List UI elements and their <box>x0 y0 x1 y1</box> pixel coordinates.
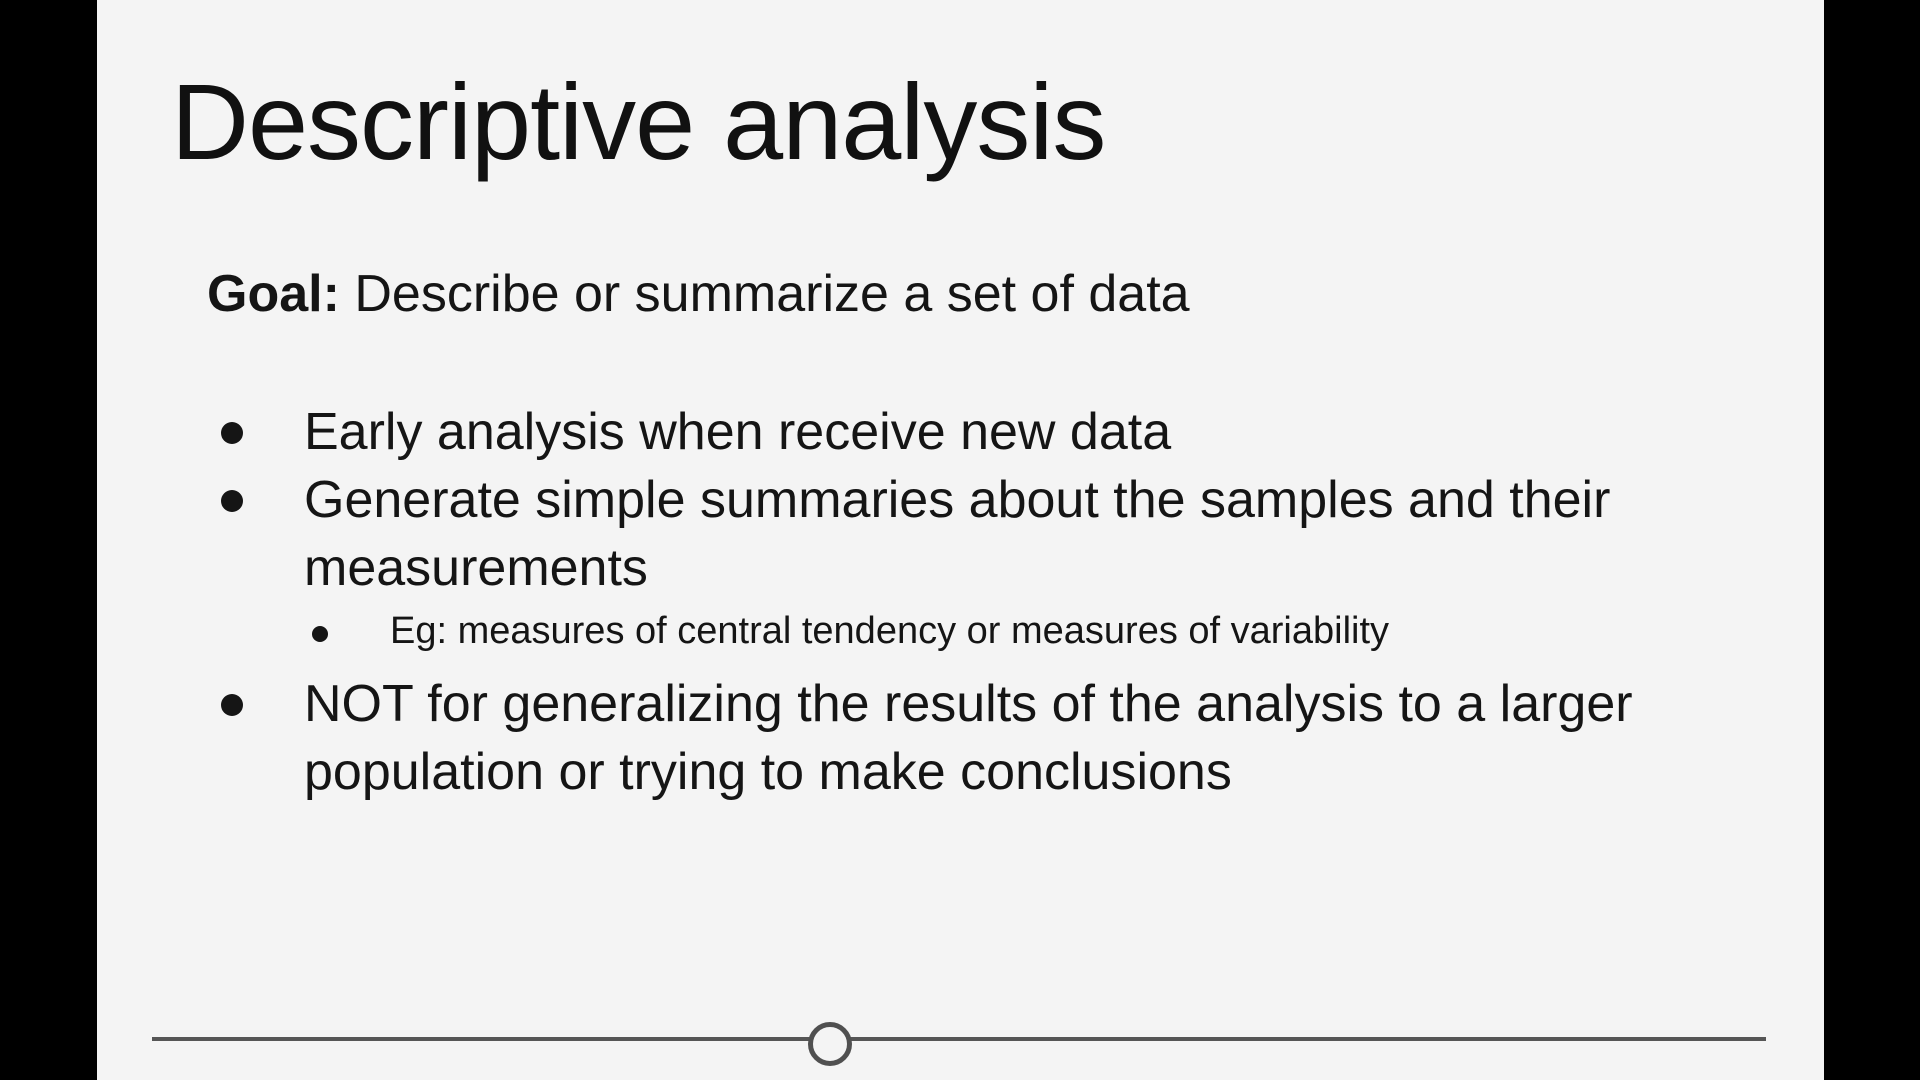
bullet-text: NOT for generalizing the results of the … <box>304 675 1633 801</box>
sub-bullet-text: Eg: measures of central tendency or meas… <box>390 610 1390 652</box>
bullet-dot-icon <box>221 694 243 716</box>
bullet-item: NOT for generalizing the results of the … <box>207 670 1727 806</box>
slide: Descriptive analysis Goal: Describe or s… <box>97 0 1824 1080</box>
sub-bullet-item: Eg: measures of central tendency or meas… <box>207 610 1727 652</box>
goal-statement: Goal: Describe or summarize a set of dat… <box>207 264 1190 324</box>
goal-text: Describe or summarize a set of data <box>339 265 1190 323</box>
bullet-list: Early analysis when receive new data Gen… <box>207 398 1727 806</box>
bullet-dot-icon <box>221 422 243 444</box>
bullet-item: Early analysis when receive new data <box>207 398 1727 466</box>
progress-track[interactable] <box>152 1037 1766 1041</box>
bullet-text: Early analysis when receive new data <box>304 403 1172 461</box>
goal-label: Goal: <box>207 265 340 323</box>
sub-bullet-dot-icon <box>312 626 328 642</box>
bullet-text: Generate simple summaries about the samp… <box>304 471 1611 597</box>
progress-scrubber-handle[interactable] <box>807 1022 852 1066</box>
slide-title: Descriptive analysis <box>171 61 1106 182</box>
bullet-dot-icon <box>221 490 243 512</box>
video-progress-bar[interactable] <box>152 1022 1766 1070</box>
bullet-item: Generate simple summaries about the samp… <box>207 466 1727 602</box>
